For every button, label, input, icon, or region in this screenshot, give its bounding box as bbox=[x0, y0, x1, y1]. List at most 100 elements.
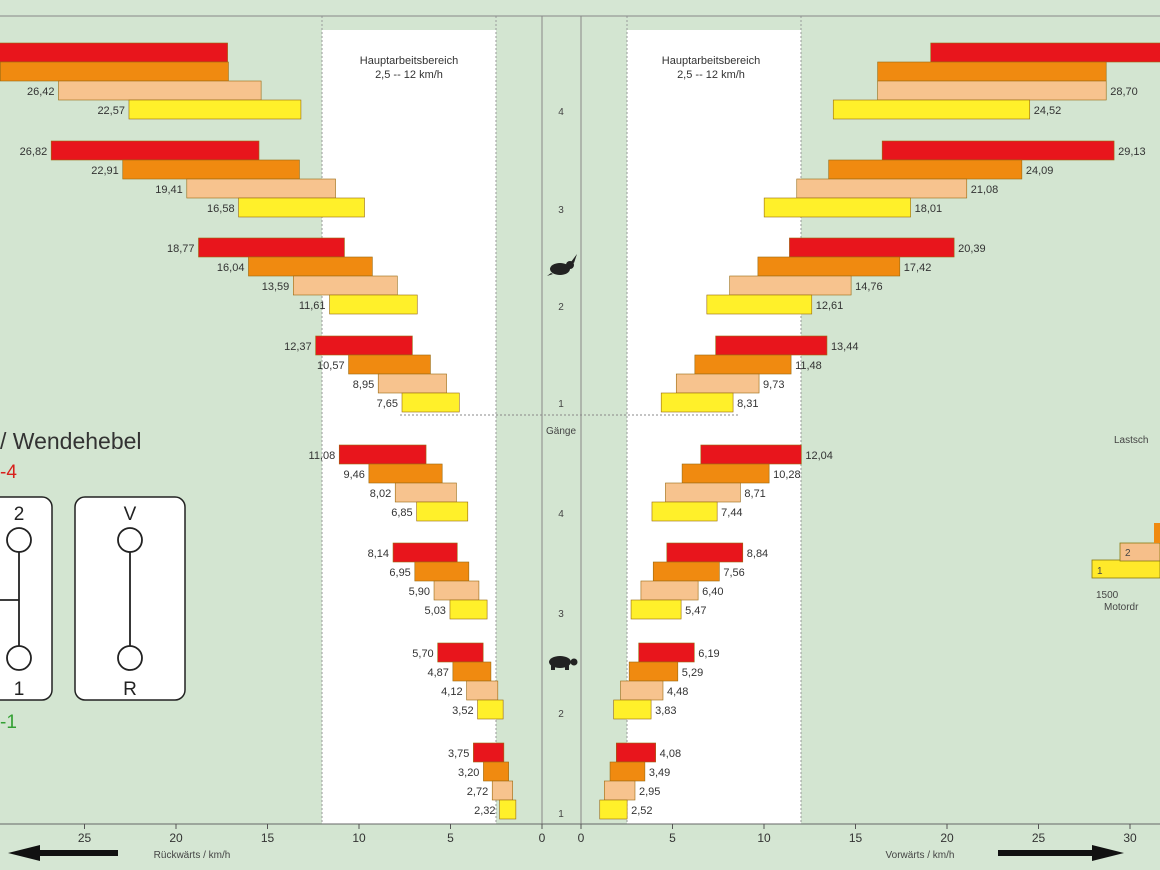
inset-rpm-tick: 1500 bbox=[1096, 590, 1119, 601]
forward-label-high-g1-s1: 13,44 bbox=[831, 341, 859, 353]
gear-number-high-4: 4 bbox=[558, 107, 564, 118]
reverse-label-low-g4-s1: 11,08 bbox=[309, 450, 336, 462]
reverse-bar-high-g2-s4 bbox=[329, 294, 418, 315]
forward-label-low-g2-s1: 6,19 bbox=[698, 648, 719, 660]
gear-number-low-1: 1 bbox=[558, 809, 564, 820]
reverse-bar-low-g2-s4 bbox=[477, 699, 504, 720]
forward-bar-low-g4-s4 bbox=[651, 501, 718, 522]
reverser-position-r bbox=[117, 645, 143, 671]
reverse-label-low-g1-s1: 3,75 bbox=[448, 748, 469, 760]
forward-bar-high-g1-s1 bbox=[715, 335, 828, 356]
load-inset-title: Lastsch bbox=[1114, 435, 1148, 446]
reverser-label-v: V bbox=[124, 504, 137, 525]
forward-label-high-g4-s4: 24,52 bbox=[1034, 105, 1062, 117]
reverse-label-low-g3-s3: 5,90 bbox=[409, 586, 430, 598]
forward-label-low-g1-s1: 4,08 bbox=[660, 748, 681, 760]
turtle-icon bbox=[549, 656, 578, 670]
reverse-label-low-g4-s4: 6,85 bbox=[391, 507, 412, 519]
gear-shift-diagram: 2 1 V R bbox=[0, 496, 186, 701]
x-tick-label-right-15: 15 bbox=[849, 831, 863, 845]
forward-label-low-g2-s2: 5,29 bbox=[682, 667, 703, 679]
forward-bar-low-g1-s4 bbox=[599, 799, 628, 820]
reverse-label-low-g3-s1: 8,14 bbox=[368, 548, 389, 560]
legend-range-high: -4 bbox=[0, 462, 17, 483]
forward-bar-low-g1-s2 bbox=[609, 761, 646, 782]
reverse-bar-high-g2-s2 bbox=[248, 256, 373, 277]
forward-label-low-g4-s1: 12,04 bbox=[805, 450, 833, 462]
reverse-label-high-g1-s3: 8,95 bbox=[353, 379, 374, 391]
x-tick-label-left-5: 5 bbox=[447, 831, 454, 845]
gear-number-low-4: 4 bbox=[558, 509, 564, 520]
reverse-label-low-g1-s3: 2,72 bbox=[467, 786, 488, 798]
inset-bar-label-2: 2 bbox=[1125, 548, 1131, 559]
reverse-bar-low-g3-s3 bbox=[433, 580, 480, 601]
x-axis-label-left: Rückwärts / km/h bbox=[154, 850, 231, 861]
forward-label-low-g2-s3: 4,48 bbox=[667, 686, 688, 698]
reverser-position-v bbox=[117, 527, 143, 553]
reverse-arrow-icon bbox=[8, 845, 118, 861]
reverse-bar-low-g4-s1 bbox=[338, 444, 427, 465]
legend-title: / Wendehebel bbox=[0, 428, 142, 454]
forward-bar-high-g1-s2 bbox=[694, 354, 792, 375]
reverse-label-high-g1-s4: 7,65 bbox=[377, 398, 398, 410]
reverse-bar-low-g2-s2 bbox=[452, 661, 492, 682]
x-tick-label-left-20: 20 bbox=[169, 831, 183, 845]
forward-bar-high-g3-s1 bbox=[881, 140, 1115, 161]
lever-label-2: 2 bbox=[14, 504, 25, 525]
reverse-bar-high-g1-s3 bbox=[377, 373, 447, 394]
reverse-label-high-g3-s1: 26,82 bbox=[20, 146, 48, 158]
forward-bar-high-g4-s4 bbox=[832, 99, 1031, 120]
x-tick-label-left-15: 15 bbox=[261, 831, 275, 845]
forward-bar-low-g1-s1 bbox=[616, 742, 656, 763]
forward-bar-low-g2-s4 bbox=[613, 699, 652, 720]
reverse-bar-high-g4-s3 bbox=[58, 80, 262, 101]
reverse-bar-low-g3-s4 bbox=[449, 599, 488, 620]
forward-bar-high-g3-s2 bbox=[828, 159, 1023, 180]
forward-label-high-g1-s3: 9,73 bbox=[763, 379, 784, 391]
forward-bar-high-g3-s4 bbox=[763, 197, 911, 218]
reverse-bar-high-g3-s3 bbox=[186, 178, 336, 199]
forward-label-high-g2-s1: 20,39 bbox=[958, 243, 986, 255]
reverse-bar-low-g1-s4 bbox=[499, 799, 517, 820]
forward-label-low-g1-s4: 2,52 bbox=[631, 805, 652, 817]
forward-bar-low-g4-s1 bbox=[700, 444, 802, 465]
forward-label-high-g2-s4: 12,61 bbox=[816, 300, 844, 312]
forward-label-high-g3-s2: 24,09 bbox=[1026, 165, 1054, 177]
reverse-bar-high-g3-s1 bbox=[50, 140, 260, 161]
x-tick-label-right-20: 20 bbox=[940, 831, 954, 845]
main-work-area-right bbox=[627, 30, 801, 824]
load-inset: Lastsch 1 2 1500 Motordr bbox=[1091, 435, 1160, 613]
reverse-label-high-g1-s1: 12,37 bbox=[284, 341, 312, 353]
x-tick-label-right-30: 30 bbox=[1123, 831, 1137, 845]
reverse-label-low-g2-s1: 5,70 bbox=[412, 648, 433, 660]
reverse-bar-low-g3-s1 bbox=[392, 542, 458, 563]
reverse-label-high-g4-s3: 26,42 bbox=[27, 86, 55, 98]
forward-bar-high-g3-s3 bbox=[796, 178, 968, 199]
forward-bar-low-g4-s2 bbox=[681, 463, 770, 484]
x-tick-label-right-25: 25 bbox=[1032, 831, 1046, 845]
reverse-bar-high-g1-s4 bbox=[401, 392, 460, 413]
forward-label-low-g2-s4: 3,83 bbox=[655, 705, 676, 717]
reverse-label-low-g2-s3: 4,12 bbox=[441, 686, 462, 698]
reverse-label-low-g4-s3: 8,02 bbox=[370, 488, 391, 500]
reverse-bar-high-g1-s2 bbox=[348, 354, 431, 375]
reverse-label-high-g2-s1: 18,77 bbox=[167, 243, 195, 255]
plot-background bbox=[0, 16, 1160, 840]
reverse-bar-low-g4-s2 bbox=[368, 463, 443, 484]
forward-label-high-g1-s4: 8,31 bbox=[737, 398, 758, 410]
forward-label-high-g3-s4: 18,01 bbox=[915, 203, 943, 215]
reverse-label-low-g1-s2: 3,20 bbox=[458, 767, 479, 779]
forward-label-low-g3-s1: 8,84 bbox=[747, 548, 768, 560]
forward-label-low-g3-s3: 6,40 bbox=[702, 586, 723, 598]
main-range-title-right: Hauptarbeitsbereich bbox=[662, 55, 760, 67]
lever-position-2 bbox=[6, 527, 32, 553]
reverse-label-low-g3-s2: 6,95 bbox=[389, 567, 410, 579]
inset-bar-2 bbox=[1119, 542, 1160, 562]
gear-number-high-1: 1 bbox=[558, 399, 564, 410]
forward-bar-high-g2-s2 bbox=[757, 256, 901, 277]
reverse-bar-high-g2-s1 bbox=[198, 237, 345, 258]
hare-icon bbox=[547, 254, 577, 276]
reverse-label-low-g3-s4: 5,03 bbox=[425, 605, 446, 617]
